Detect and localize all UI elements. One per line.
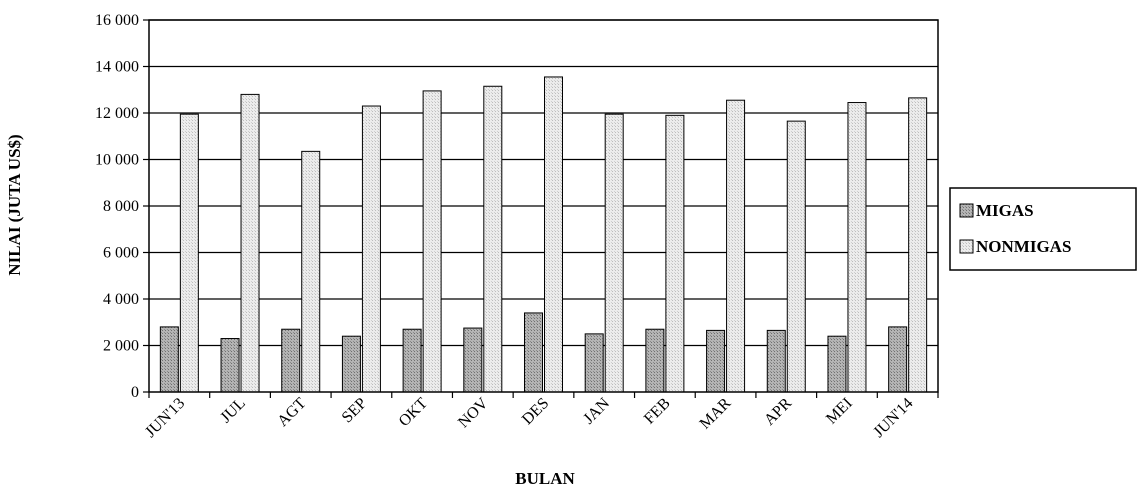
bar-migas	[645, 328, 665, 393]
bar-nonmigas	[422, 90, 442, 393]
bar-migas	[341, 335, 361, 393]
bar-nonmigas	[301, 150, 321, 393]
bar-migas	[827, 335, 847, 393]
x-tick-label: OKT	[396, 395, 431, 430]
legend: MIGAS NONMIGAS	[949, 187, 1137, 271]
bar-migas	[159, 326, 179, 393]
x-axis-title: BULAN	[515, 469, 575, 488]
bar-nonmigas	[847, 102, 867, 393]
bar-migas	[584, 333, 604, 393]
x-tick-label: JAN	[580, 394, 613, 427]
legend-swatch-migas	[959, 203, 974, 218]
bar-migas	[463, 327, 483, 393]
bar-nonmigas	[179, 113, 199, 393]
bar-nonmigas	[908, 97, 928, 393]
x-tick-label: JUN'14	[870, 395, 916, 441]
y-tick-label: 4 000	[103, 291, 139, 308]
y-tick-label: 14 000	[95, 59, 139, 76]
legend-label-nonmigas: NONMIGAS	[976, 237, 1071, 256]
bar-nonmigas	[483, 85, 503, 393]
x-tick-label: NOV	[455, 394, 492, 431]
bar-migas	[281, 328, 301, 393]
bar-nonmigas	[544, 76, 563, 393]
bar-nonmigas	[665, 114, 685, 393]
y-tick-label: 8 000	[103, 198, 139, 215]
x-tick-label: JUN'13	[142, 395, 188, 441]
bar-nonmigas	[604, 113, 624, 393]
x-tick-label: SEP	[339, 395, 371, 427]
bar-migas	[402, 328, 422, 393]
bar-migas	[220, 338, 240, 393]
x-tick-label: FEB	[641, 395, 674, 428]
y-tick-label: 0	[131, 384, 139, 401]
bar-nonmigas	[240, 93, 260, 393]
legend-box	[949, 187, 1137, 271]
legend-label-migas: MIGAS	[976, 201, 1034, 220]
y-tick-label: 16 000	[95, 12, 139, 29]
bar-nonmigas	[361, 105, 381, 393]
bar-migas	[888, 326, 908, 393]
gridlines	[149, 19, 938, 392]
y-axis-title: NILAI (JUTA US$)	[5, 134, 24, 275]
bar-migas	[766, 329, 786, 393]
y-tick-label: 2 000	[103, 338, 139, 355]
x-tick-label: MAR	[697, 395, 735, 433]
y-tick-label: 10 000	[95, 152, 139, 169]
x-tick-label: APR	[761, 395, 795, 429]
bar-migas	[706, 329, 726, 393]
x-tick-label: AGT	[274, 395, 309, 430]
x-tick-label: DES	[519, 395, 552, 428]
bar-nonmigas	[786, 120, 806, 393]
x-tick-label: MEI	[823, 395, 856, 428]
x-tick-label: JUL	[217, 395, 249, 427]
legend-swatch-nonmigas	[959, 239, 974, 254]
bar-nonmigas	[726, 99, 746, 393]
y-tick-label: 12 000	[95, 105, 139, 122]
plot-border	[148, 19, 939, 393]
bar-migas	[524, 312, 543, 393]
y-tick-label: 6 000	[103, 245, 139, 262]
